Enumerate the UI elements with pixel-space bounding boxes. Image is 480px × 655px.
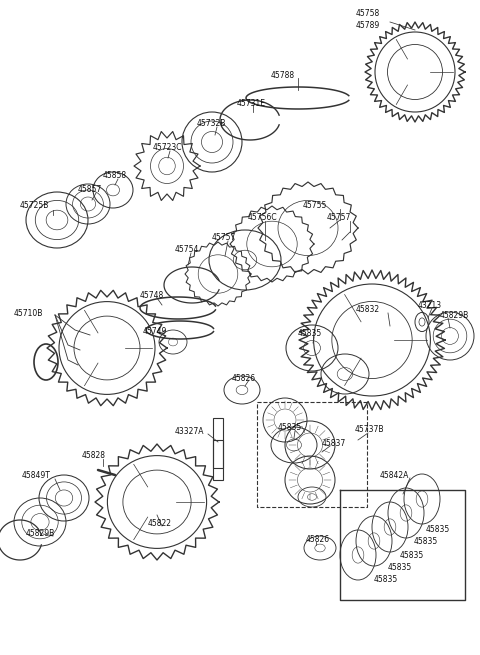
Bar <box>213 440 223 480</box>
Text: 45835: 45835 <box>414 538 438 546</box>
Text: 45829B: 45829B <box>26 529 55 538</box>
Text: 45757: 45757 <box>327 214 351 223</box>
Text: 45755: 45755 <box>303 202 327 210</box>
Text: 45835: 45835 <box>374 576 398 584</box>
Text: 45842A: 45842A <box>380 472 409 481</box>
Text: 45835: 45835 <box>278 424 302 432</box>
Text: 45849T: 45849T <box>22 472 51 481</box>
Text: 45731E: 45731E <box>237 98 266 107</box>
Text: 45748: 45748 <box>140 291 164 301</box>
Text: 43213: 43213 <box>418 301 442 310</box>
Text: 45832: 45832 <box>356 305 380 314</box>
Text: 45857: 45857 <box>78 185 102 195</box>
Text: 45826: 45826 <box>306 536 330 544</box>
Text: 45826: 45826 <box>232 373 256 383</box>
Text: 45757: 45757 <box>212 233 236 242</box>
Text: 45835: 45835 <box>426 525 450 534</box>
Text: 45822: 45822 <box>148 519 172 529</box>
Text: 45758: 45758 <box>356 10 380 18</box>
Text: 45710B: 45710B <box>14 310 43 318</box>
Text: 45835: 45835 <box>400 552 424 561</box>
Text: 45725B: 45725B <box>20 202 49 210</box>
Text: 45858: 45858 <box>103 172 127 181</box>
Text: 45828: 45828 <box>82 451 106 460</box>
Text: 45788: 45788 <box>271 71 295 81</box>
Text: 43327A: 43327A <box>175 428 204 436</box>
Text: 45754: 45754 <box>175 246 199 255</box>
Text: 45723C: 45723C <box>153 143 182 153</box>
Text: 45749: 45749 <box>143 328 168 337</box>
Text: 45837: 45837 <box>322 440 346 449</box>
Text: 45835: 45835 <box>298 329 322 339</box>
Text: 45732B: 45732B <box>197 119 227 128</box>
Text: 45829B: 45829B <box>440 310 469 320</box>
Text: 45835: 45835 <box>388 563 412 572</box>
Text: 45737B: 45737B <box>355 426 384 434</box>
Text: 45789: 45789 <box>356 20 380 29</box>
Text: 45756C: 45756C <box>248 214 277 223</box>
